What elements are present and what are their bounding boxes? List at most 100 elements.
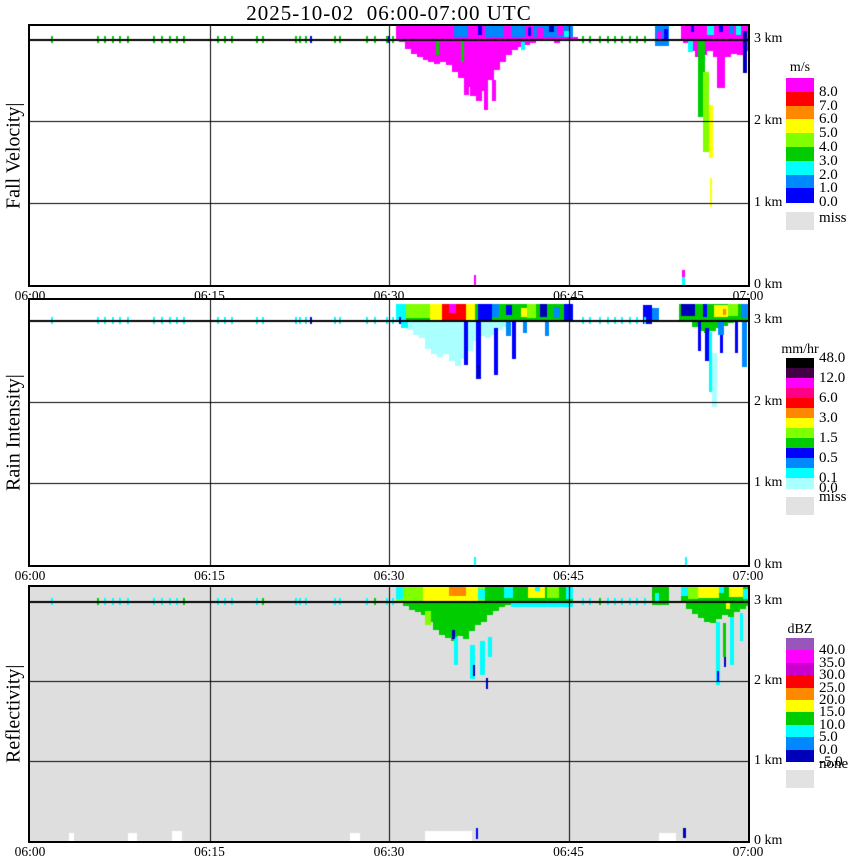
legend-color-box <box>786 105 814 120</box>
legend-color-box <box>786 368 814 379</box>
x-axis-label: 06:00 <box>14 844 46 859</box>
legend-label: 4.0 <box>819 139 838 155</box>
x-axis-label: 06:00 <box>14 568 46 583</box>
panel-canvas-fall-velocity <box>30 26 748 285</box>
panel-reflectivity <box>28 585 750 843</box>
x-axis-label: 06:45 <box>553 844 584 859</box>
legend-color-box <box>786 174 814 189</box>
legend-label: 0.1 <box>819 470 838 486</box>
legend-label: 6.0 <box>819 111 838 128</box>
legend-color-box <box>786 388 814 399</box>
legend-label: 6.0 <box>819 390 838 406</box>
legend-miss-label: miss <box>819 210 847 226</box>
legend-label: 5.0 <box>819 125 838 142</box>
panel-rain-intensity <box>28 298 750 567</box>
legend-color-box <box>786 188 814 203</box>
legend-unit-dBZ: dBZ <box>787 622 813 637</box>
legend-label: 1.0 <box>819 180 838 197</box>
km-label: 2 km <box>754 113 783 128</box>
legend-miss-label: none <box>819 756 849 772</box>
legend-color-box <box>786 418 814 429</box>
panel-fall-velocity <box>28 24 750 287</box>
legend-color-box <box>786 724 814 738</box>
legend-label: 5.0 <box>819 729 838 746</box>
legend-color-box <box>786 650 814 664</box>
km-label: 0 km <box>754 277 783 292</box>
legend-color-box <box>786 78 814 93</box>
legend-color-box <box>786 687 814 701</box>
panel-ylabel-fall-velocity: Fall Velocity| <box>2 102 25 209</box>
legend-color-box <box>786 133 814 148</box>
legend-label: 2.0 <box>819 166 838 183</box>
panel-ylabel-reflectivity: Reflectivity| <box>2 664 25 764</box>
legend-color-box <box>786 638 814 651</box>
legend-color-box <box>786 160 814 176</box>
km-label: 1 km <box>754 475 783 491</box>
legend-unit-mm-hr: mm/hr <box>781 342 819 357</box>
x-axis-label: 06:15 <box>194 568 225 583</box>
legend-color-box <box>786 438 814 449</box>
legend-label: 15.0 <box>819 704 846 721</box>
x-axis-label: 06:30 <box>373 844 405 859</box>
legend-color-box <box>786 468 814 479</box>
legend-unit-m-s: m/s <box>789 60 811 75</box>
km-label: 0 km <box>754 833 783 848</box>
legend-label: 30.0 <box>819 667 846 684</box>
legend-label: 48.0 <box>819 350 846 366</box>
legend-color-box <box>786 408 814 419</box>
legend-color-box <box>786 147 814 162</box>
legend-label: 20.0 <box>819 692 846 708</box>
legend-miss-box <box>786 770 814 788</box>
legend-color-box <box>786 700 814 713</box>
legend-label: 0.0 <box>819 741 838 758</box>
legend-color-box <box>786 428 814 439</box>
legend-label: 12.0 <box>819 370 846 386</box>
km-label: 3 km <box>754 312 783 327</box>
legend-label: -5.0 <box>819 754 843 770</box>
legend-color-box <box>786 119 814 134</box>
km-label: 2 km <box>754 393 783 409</box>
x-axis-label: 06:30 <box>373 568 405 583</box>
legend-color-box <box>786 358 814 369</box>
legend-label: 10.0 <box>819 716 846 733</box>
legend-label: 3.0 <box>819 152 838 169</box>
legend-miss-box <box>786 212 814 230</box>
km-label: 1 km <box>754 195 783 210</box>
legend-color-box <box>786 458 814 469</box>
legend-miss-label: miss <box>819 489 847 505</box>
legend-color-box <box>786 378 814 389</box>
legend-label: 0.5 <box>819 450 838 466</box>
legend-color-box <box>786 91 814 107</box>
legend-label: 1.5 <box>819 430 838 446</box>
legend-label: 7.0 <box>819 97 838 114</box>
legend-color-box <box>786 662 814 676</box>
legend-label: 25.0 <box>819 679 846 696</box>
panel-canvas-rain-intensity <box>30 300 748 565</box>
legend-color-box <box>786 478 814 489</box>
legend-label: 0.0 <box>819 480 838 496</box>
legend-label: 0.0 <box>819 194 838 211</box>
chart-title: 2025-10-02 06:00-07:00 UTC <box>246 1 532 25</box>
legend-color-box <box>786 448 814 459</box>
legend-color-box <box>786 398 814 409</box>
legend-miss-box <box>786 497 814 515</box>
km-label: 1 km <box>754 753 783 768</box>
legend-label: 40.0 <box>819 642 846 659</box>
x-axis-label: 06:15 <box>194 844 225 859</box>
legend-label: 8.0 <box>819 83 838 100</box>
legend-color-box <box>786 749 814 763</box>
x-axis-label: 06:45 <box>553 568 584 583</box>
km-label: 3 km <box>754 31 783 46</box>
panel-ylabel-rain-intensity: Rain Intensity| <box>2 374 25 491</box>
km-label: 3 km <box>754 593 783 608</box>
km-label: 2 km <box>754 673 783 688</box>
x-axis-label: 07:00 <box>732 844 764 859</box>
legend-label: 35.0 <box>819 654 846 671</box>
legend-color-box <box>786 712 814 726</box>
legend-color-box <box>786 675 814 689</box>
km-label: 0 km <box>754 557 783 573</box>
legend-color-box <box>786 737 814 751</box>
panel-canvas-reflectivity <box>30 587 748 841</box>
legend-label: 3.0 <box>819 410 838 426</box>
